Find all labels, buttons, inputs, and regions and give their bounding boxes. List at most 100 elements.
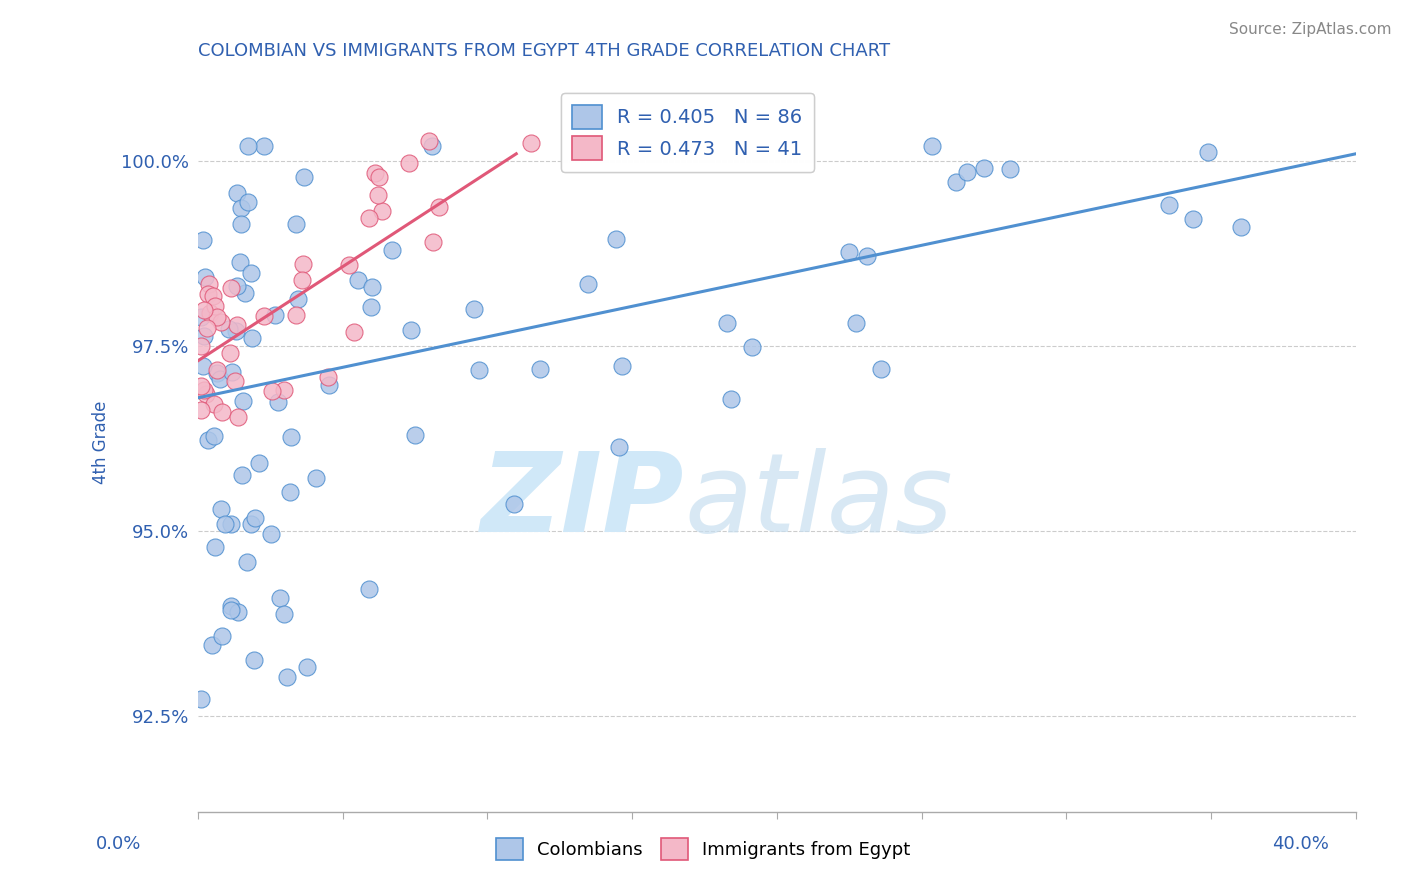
Point: [190, 403, 212, 417]
Point: [273, 383, 295, 397]
Point: [285, 308, 308, 322]
Point: [519, 136, 541, 150]
Point: [503, 497, 526, 511]
Point: [610, 359, 633, 374]
Text: 0.0%: 0.0%: [96, 835, 141, 853]
Point: [205, 362, 228, 376]
Point: [228, 255, 250, 269]
Point: [242, 653, 264, 667]
Point: [605, 232, 627, 246]
Point: [422, 235, 444, 249]
Point: [190, 379, 212, 393]
Point: [198, 277, 221, 292]
Point: [318, 378, 340, 392]
Point: [529, 362, 551, 376]
Point: [716, 316, 738, 330]
Point: [337, 258, 360, 272]
Point: [201, 289, 224, 303]
Point: [262, 384, 284, 398]
Point: [844, 316, 866, 330]
Point: [359, 582, 381, 597]
Text: Source: ZipAtlas.com: Source: ZipAtlas.com: [1229, 22, 1392, 37]
Point: [194, 270, 217, 285]
Point: [201, 638, 224, 652]
Point: [219, 602, 242, 616]
Point: [226, 186, 249, 201]
Point: [253, 309, 276, 323]
Point: [190, 692, 212, 706]
Point: [1181, 211, 1204, 226]
Point: [280, 430, 302, 444]
Point: [720, 392, 742, 406]
Point: [232, 393, 254, 408]
Point: [233, 286, 256, 301]
Point: [973, 161, 995, 175]
Point: [226, 605, 249, 619]
Point: [231, 467, 253, 482]
Point: [316, 369, 339, 384]
Text: 40.0%: 40.0%: [1272, 835, 1329, 853]
Point: [194, 387, 217, 401]
Point: [468, 362, 491, 376]
Point: [226, 410, 249, 425]
Point: [427, 200, 450, 214]
Point: [240, 330, 263, 344]
Point: [236, 139, 259, 153]
Point: [245, 511, 267, 525]
Point: [347, 273, 370, 287]
Text: COLOMBIAN VS IMMIGRANTS FROM EGYPT 4TH GRADE CORRELATION CHART: COLOMBIAN VS IMMIGRANTS FROM EGYPT 4TH G…: [198, 42, 890, 60]
Point: [292, 170, 315, 185]
Point: [398, 155, 420, 169]
Y-axis label: 4th Grade: 4th Grade: [93, 401, 110, 484]
Point: [420, 139, 443, 153]
Point: [404, 428, 426, 442]
Point: [276, 670, 298, 684]
Point: [190, 339, 212, 353]
Point: [357, 211, 380, 225]
Point: [297, 659, 319, 673]
Point: [211, 405, 233, 419]
Point: [264, 308, 287, 322]
Point: [273, 607, 295, 622]
Point: [240, 266, 263, 280]
Point: [576, 277, 599, 292]
Point: [214, 516, 236, 531]
Point: [224, 374, 246, 388]
Point: [240, 517, 263, 532]
Point: [259, 526, 281, 541]
Point: [211, 629, 233, 643]
Point: [209, 315, 232, 329]
Point: [838, 244, 860, 259]
Point: [998, 161, 1021, 176]
Point: [418, 134, 440, 148]
Point: [202, 429, 225, 443]
Point: [367, 188, 389, 202]
Point: [287, 292, 309, 306]
Point: [219, 345, 242, 359]
Point: [284, 218, 307, 232]
Point: [195, 320, 218, 334]
Point: [292, 257, 315, 271]
Point: [198, 306, 221, 320]
Legend: Colombians, Immigrants from Egypt: Colombians, Immigrants from Egypt: [488, 830, 918, 867]
Point: [193, 383, 215, 397]
Point: [221, 365, 243, 379]
Point: [269, 591, 291, 605]
Point: [956, 164, 979, 178]
Point: [741, 341, 763, 355]
Point: [399, 323, 422, 337]
Point: [360, 300, 382, 314]
Point: [225, 324, 247, 338]
Point: [247, 456, 270, 470]
Point: [360, 280, 382, 294]
Point: [304, 471, 326, 485]
Text: ZIP: ZIP: [481, 448, 685, 555]
Point: [253, 139, 276, 153]
Point: [219, 281, 242, 295]
Point: [267, 395, 290, 409]
Point: [205, 366, 228, 380]
Point: [291, 273, 314, 287]
Point: [204, 540, 226, 554]
Point: [205, 310, 228, 325]
Point: [221, 516, 243, 531]
